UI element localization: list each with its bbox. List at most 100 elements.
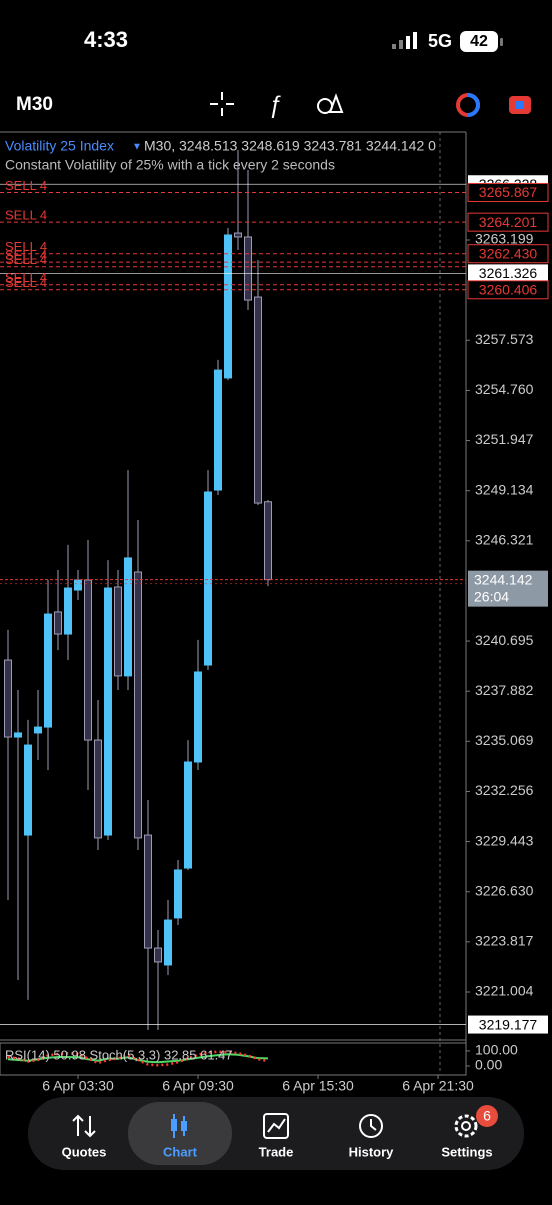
history-icon[interactable] xyxy=(359,1114,383,1138)
candle-body xyxy=(144,834,152,949)
nav-label[interactable]: Trade xyxy=(259,1144,294,1159)
candle-body xyxy=(14,732,22,738)
chart-icon[interactable] xyxy=(171,1114,187,1138)
candle-body xyxy=(94,739,102,839)
status-time: 4:33 xyxy=(84,27,128,52)
order-label: SELL 4 xyxy=(5,178,47,193)
candle-body xyxy=(184,761,192,869)
indicator-tick-label: 100.00 xyxy=(475,1042,518,1058)
candle-body xyxy=(174,869,182,919)
status-network: 5G xyxy=(428,31,452,51)
y-tick-label: 3235.069 xyxy=(475,732,534,748)
indicator-line xyxy=(7,1050,269,1067)
candle-body xyxy=(4,659,12,738)
nav-label[interactable]: Settings xyxy=(441,1144,492,1159)
y-tick-label: 3240.695 xyxy=(475,632,534,648)
order-price: 3265.867 xyxy=(479,184,538,200)
countdown: 26:04 xyxy=(474,588,509,604)
nav-active xyxy=(128,1102,232,1165)
battery xyxy=(460,31,498,52)
candle-body xyxy=(224,234,232,379)
y-tick-label: 3251.947 xyxy=(475,431,534,447)
candle-body xyxy=(194,671,202,763)
battery-tip xyxy=(500,38,503,46)
last-price-label: 3244.142 xyxy=(474,571,533,587)
badge-count: 6 xyxy=(483,1108,491,1124)
candle-body xyxy=(264,501,272,581)
order-label: SELL 4 xyxy=(5,208,47,223)
y-tick-label: 3249.134 xyxy=(475,481,534,497)
chart-title: Volatility 25 Index xyxy=(5,138,114,154)
y-tick-label: 3229.443 xyxy=(475,832,534,848)
last-price-box xyxy=(468,570,548,607)
candle-body xyxy=(84,579,92,741)
candle-body xyxy=(24,744,32,836)
nav-label[interactable]: Chart xyxy=(163,1144,198,1159)
plot: 3263.199 3257.573 3254.760 3251.947 3249.134… xyxy=(0,149,549,1094)
symbol-dropdown[interactable]: ▼ xyxy=(132,142,142,153)
level-label: 3219.177 xyxy=(479,1016,538,1032)
order-label: SELL 4 xyxy=(5,270,47,285)
order-label: SELL 4 xyxy=(5,248,47,263)
trade-icon[interactable] xyxy=(509,96,531,114)
trade-nav-icon[interactable] xyxy=(263,1113,289,1139)
battery-level: 42 xyxy=(470,33,488,50)
y-tick-label: 3226.630 xyxy=(475,882,534,898)
timeframe[interactable]: M30 xyxy=(16,94,53,115)
indicator-icon[interactable]: ƒ xyxy=(268,91,281,118)
quotes-icon[interactable] xyxy=(72,1114,96,1138)
y-tick-label: 3254.760 xyxy=(475,381,534,397)
candle-body xyxy=(44,613,52,728)
settings-icon[interactable] xyxy=(454,1114,478,1138)
y-tick-label: 3263.199 xyxy=(475,231,534,247)
order-box xyxy=(467,244,549,264)
candle-body xyxy=(244,236,252,301)
order-label: SELL 4 xyxy=(5,275,47,290)
indicator-tick-label: 0.00 xyxy=(475,1057,502,1073)
candle-body xyxy=(164,919,172,966)
order-label: SELL 4 xyxy=(5,252,47,267)
order-box xyxy=(467,280,549,300)
candle-body xyxy=(154,947,162,963)
ohlc-text: M30, 3248.513 3248.619 3243.781 3244.142… xyxy=(144,138,436,154)
order-price: 3262.430 xyxy=(479,245,538,261)
level-box xyxy=(468,264,548,283)
y-tick-label: 3221.004 xyxy=(475,983,534,999)
candle-body xyxy=(34,726,42,734)
order-price: 3260.406 xyxy=(479,281,538,297)
level-label: 3261.326 xyxy=(479,265,538,281)
candle-body xyxy=(254,296,262,504)
candle-body xyxy=(104,587,112,836)
candle-body xyxy=(114,586,122,677)
badge xyxy=(476,1105,498,1127)
candle-body xyxy=(134,571,142,839)
candle-body xyxy=(124,557,132,677)
nav-label[interactable]: History xyxy=(349,1144,395,1159)
indicator-frame xyxy=(0,1042,467,1076)
x-tick-label: 6 Apr 15:30 xyxy=(282,1078,354,1094)
indicator-title: RSI(14) 50.98 Stoch(5,3,3) 32.85 61.47 xyxy=(5,1047,233,1062)
x-tick-label: 6 Apr 21:30 xyxy=(402,1078,474,1094)
order-box xyxy=(467,182,549,202)
candle-body xyxy=(64,587,72,635)
account-icon[interactable] xyxy=(456,93,480,117)
nav-label[interactable]: Quotes xyxy=(62,1144,107,1159)
order-label: SELL 4 xyxy=(5,239,47,254)
candle-body xyxy=(214,369,222,491)
x-tick-label: 6 Apr 09:30 xyxy=(162,1078,234,1094)
candle-body xyxy=(234,232,242,238)
y-tick-label: 3246.321 xyxy=(475,532,534,548)
x-tick-label: 6 Apr 03:30 xyxy=(42,1078,114,1094)
objects-icon[interactable] xyxy=(317,93,344,114)
candle-body xyxy=(74,579,82,591)
level-box xyxy=(468,1015,548,1034)
chart-subtitle: Constant Volatility of 25% with a tick e… xyxy=(5,157,335,173)
y-tick-label: 3232.256 xyxy=(475,782,534,798)
order-price: 3264.201 xyxy=(479,214,538,230)
order-box xyxy=(467,212,549,232)
y-tick-label: 3257.573 xyxy=(475,331,534,347)
crosshair-icon[interactable] xyxy=(210,92,234,116)
y-tick-label: 3223.817 xyxy=(475,933,534,949)
